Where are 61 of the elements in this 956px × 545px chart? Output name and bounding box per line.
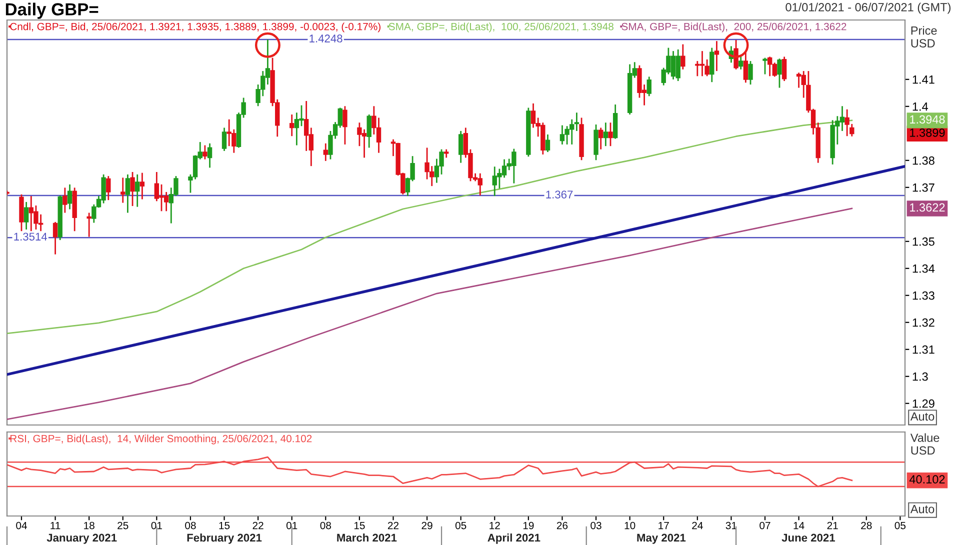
x-tick-label: 08 xyxy=(320,522,331,530)
x-tick-label: 01 xyxy=(286,522,298,530)
x-tick-label: 01 xyxy=(151,522,162,530)
legend-label: Cndl, GBP=, Bid, 25/06/2021, 1.3921, 1.3935, 1.3889, 1.3899, -0.0023, (-0.17%) xyxy=(10,22,380,32)
text: Auto xyxy=(910,412,934,421)
y-tick-label: 1.35 xyxy=(912,237,934,246)
ref-line-label: 1.3514 xyxy=(14,232,48,241)
text: June 2021 xyxy=(782,534,836,542)
y-axis-title: Value USD xyxy=(910,433,940,455)
x-tick-label: 19 xyxy=(523,522,534,530)
y-tick-label: 1.34 xyxy=(912,264,935,273)
text: February 2021 xyxy=(187,534,262,544)
x-tick-label: 21 xyxy=(827,522,838,530)
y-tick-label: 1.33 xyxy=(912,291,934,300)
text: January 2021 xyxy=(46,534,117,544)
x-tick-label: 08 xyxy=(185,522,196,530)
x-tick-label: 03 xyxy=(590,522,602,530)
text: Auto xyxy=(910,505,934,514)
x-tick-label: 12 xyxy=(490,522,500,530)
x-tick-label: 25 xyxy=(118,522,128,530)
ref-line-label: 1.367 xyxy=(546,190,573,198)
x-tick-label: 18 xyxy=(84,522,94,530)
y-tick-label: 1.38 xyxy=(912,156,934,165)
text: May 2021 xyxy=(637,534,686,544)
y-tick-label: 1.31 xyxy=(912,345,934,354)
legend-label: RSI, GBP=, Bid(Last), 14, Wilder Smoothing, 25/06/2021, 40.102 xyxy=(10,434,312,444)
text: 1.3622 xyxy=(910,203,945,212)
y-tick-label: 1.29 xyxy=(912,399,934,408)
x-tick-label: 31 xyxy=(726,522,736,530)
text: April 2021 xyxy=(488,534,540,544)
x-tick-label: 04 xyxy=(16,522,27,530)
x-tick-label: 28 xyxy=(861,522,872,530)
x-tick-label: 05 xyxy=(894,522,906,530)
text: 1.3948 xyxy=(910,115,945,124)
x-tick-label: 29 xyxy=(422,522,432,530)
x-tick-label: 24 xyxy=(692,522,703,530)
text: 01/01/2021 - 06/07/2021 (GMT) xyxy=(786,2,951,14)
x-tick-label: 22 xyxy=(252,522,264,530)
x-tick-label: 15 xyxy=(354,522,365,530)
x-tick-label: 14 xyxy=(794,522,804,530)
x-tick-label: 10 xyxy=(624,522,636,530)
x-tick-label: 05 xyxy=(455,522,466,530)
text: March 2021 xyxy=(337,534,397,542)
y-axis-title: Price USD xyxy=(911,26,937,48)
chart-title: Daily GBP= xyxy=(6,2,98,19)
text: 1.3899 xyxy=(910,128,945,137)
legend-label: SMA, GBP=, Bid(Last), 100, 25/06/2021, 1.3948 xyxy=(388,22,614,32)
x-tick-label: 22 xyxy=(388,522,399,530)
y-tick-label: 1.4 xyxy=(912,102,928,111)
y-tick-label: 1.41 xyxy=(912,76,934,84)
legend-label: SMA, GBP=, Bid(Last), 200, 25/06/2021, 1.3622 xyxy=(622,22,846,32)
text: 40.102 xyxy=(909,475,945,484)
x-tick-label: 26 xyxy=(556,522,568,530)
x-tick-label: 15 xyxy=(219,522,230,530)
x-tick-label: 07 xyxy=(760,522,770,530)
x-tick-label: 17 xyxy=(658,522,669,530)
y-tick-label: 1.37 xyxy=(912,183,934,192)
y-tick-label: 1.32 xyxy=(912,318,934,327)
x-tick-label: 11 xyxy=(50,522,60,530)
ref-line-label: 1.4248 xyxy=(310,34,342,42)
y-tick-label: 1.3 xyxy=(912,372,928,381)
